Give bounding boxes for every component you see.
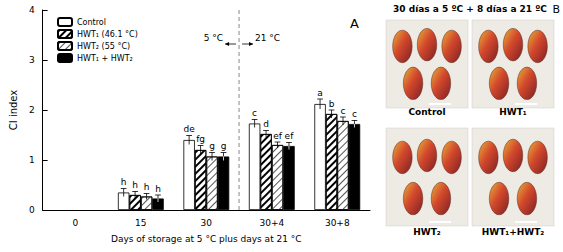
svg-text:21 °C: 21 °C [255, 33, 280, 43]
svg-text:c: c [252, 108, 257, 118]
svg-text:g: g [221, 141, 227, 151]
svg-text:HWT₁ (46.1 °C): HWT₁ (46.1 °C) [77, 30, 138, 39]
svg-text:HWT₂ (55 °C): HWT₂ (55 °C) [77, 42, 130, 51]
svg-text:30: 30 [201, 218, 213, 228]
svg-text:HWT₂: HWT₂ [413, 227, 441, 237]
svg-text:Control: Control [408, 107, 445, 117]
svg-text:0: 0 [29, 205, 35, 215]
svg-text:15: 15 [135, 218, 146, 228]
svg-text:h: h [132, 180, 138, 190]
svg-text:fg: fg [196, 134, 205, 144]
svg-text:1: 1 [29, 155, 35, 165]
svg-text:h: h [144, 182, 150, 192]
svg-text:Control: Control [77, 18, 106, 27]
svg-text:B: B [552, 3, 560, 16]
svg-text:2: 2 [29, 105, 35, 115]
svg-text:Days of storage at 5 °C plus d: Days of storage at 5 °C plus days at 21 … [111, 234, 302, 244]
svg-text:h: h [121, 177, 127, 187]
svg-text:A: A [350, 16, 359, 31]
svg-text:a: a [317, 88, 323, 98]
svg-text:c: c [341, 106, 346, 116]
svg-text:d: d [263, 119, 269, 129]
svg-text:HWT₁+HWT₂: HWT₁+HWT₂ [482, 227, 545, 237]
svg-text:30+8: 30+8 [325, 218, 350, 228]
svg-text:h: h [155, 184, 161, 194]
svg-text:30+4: 30+4 [259, 218, 284, 228]
svg-text:ef: ef [273, 131, 283, 141]
svg-text:CI index: CI index [8, 90, 19, 131]
svg-text:c: c [352, 109, 357, 119]
svg-text:0: 0 [72, 218, 78, 228]
svg-text:ef: ef [285, 131, 295, 141]
svg-text:HWT₁ + HWT₂: HWT₁ + HWT₂ [77, 54, 133, 63]
svg-text:g: g [209, 141, 215, 151]
svg-text:3: 3 [29, 55, 35, 65]
svg-text:30 días a 5 ºC + 8 días a 21 º: 30 días a 5 ºC + 8 días a 21 ºC [393, 4, 547, 14]
svg-text:HWT₁: HWT₁ [499, 107, 527, 117]
svg-text:b: b [329, 99, 335, 109]
svg-text:de: de [184, 124, 196, 134]
svg-text:5 °C: 5 °C [204, 33, 223, 43]
svg-text:4: 4 [29, 5, 35, 15]
